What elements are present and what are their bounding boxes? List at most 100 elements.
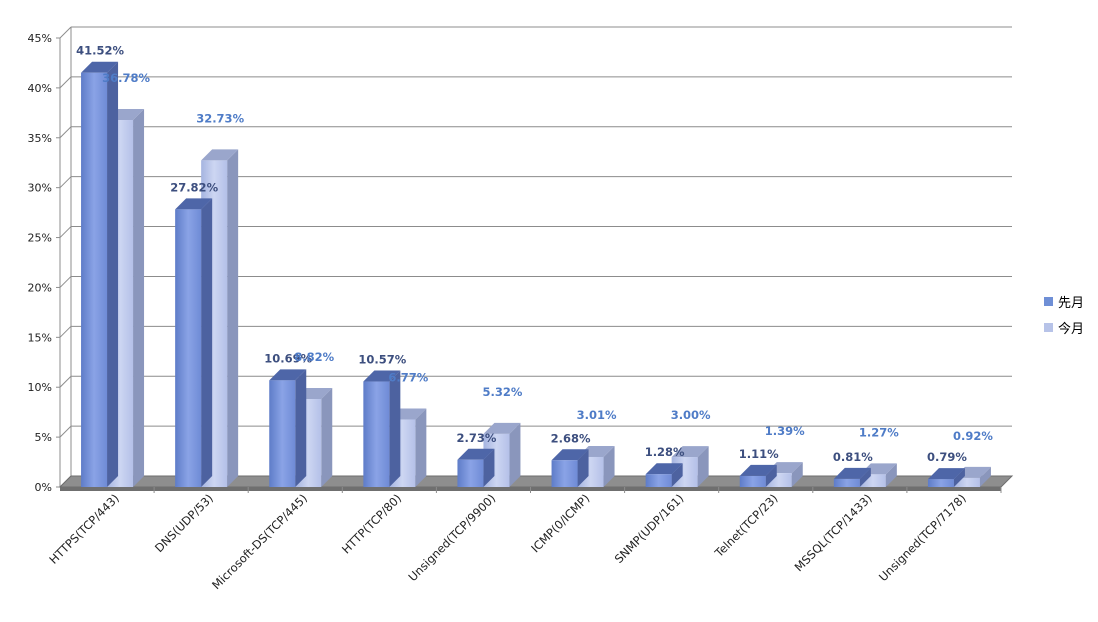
chart-legend: 先月 今月 xyxy=(1044,288,1084,340)
bar-0-1 xyxy=(175,198,213,488)
bar-top xyxy=(927,468,965,480)
x-tick-label: Telnet(TCP/23) xyxy=(711,491,780,560)
bar-side xyxy=(389,370,401,487)
data-label: 0.79% xyxy=(927,450,967,464)
bar-side xyxy=(295,369,307,487)
data-label: 36.78% xyxy=(102,71,150,85)
y-tick-label: 30% xyxy=(28,182,52,195)
y-tick-label: 45% xyxy=(28,32,52,45)
gridline-depth xyxy=(59,276,72,288)
bar-front xyxy=(739,475,766,487)
bar-top xyxy=(551,449,589,461)
bar-top xyxy=(363,370,401,382)
data-label: 10.69% xyxy=(264,351,312,365)
data-label: 1.11% xyxy=(739,447,779,461)
gridline-depth xyxy=(59,76,72,89)
data-label: 8.82% xyxy=(294,350,334,364)
y-tick-label: 20% xyxy=(28,281,52,294)
bar-side xyxy=(227,149,239,487)
bars-layer xyxy=(81,61,991,488)
bar-front xyxy=(833,478,860,487)
bar-front xyxy=(175,209,202,488)
data-label: 1.28% xyxy=(645,445,685,459)
gridline-depth xyxy=(59,226,72,238)
bar-front xyxy=(363,381,390,487)
y-tick-label: 40% xyxy=(28,82,52,95)
gridline-depth xyxy=(59,126,72,139)
data-label: 3.00% xyxy=(671,408,711,422)
bar-side xyxy=(697,446,709,487)
x-tick-label: ICMP(0/ICMP) xyxy=(528,491,592,555)
bar-top xyxy=(457,448,495,460)
bar-0-6 xyxy=(645,463,683,487)
bar-0-9 xyxy=(927,468,965,487)
legend-item-series-0: 先月 xyxy=(1044,288,1084,314)
y-tick-label: 10% xyxy=(28,381,52,394)
gridline-depth xyxy=(59,176,72,189)
bar-side xyxy=(107,61,119,488)
x-tick-label: SNMP(UDP/161) xyxy=(612,491,687,566)
bar-side xyxy=(859,467,871,487)
y-tick-label: 35% xyxy=(28,132,52,145)
bar-front xyxy=(269,380,296,487)
x-tick-label: Unsigned(TCP/7178) xyxy=(876,491,969,584)
data-label: 27.82% xyxy=(170,180,218,194)
gridline-depth xyxy=(59,325,72,338)
data-label: 2.68% xyxy=(551,431,591,445)
data-label: 0.92% xyxy=(953,429,993,443)
data-label: 10.57% xyxy=(358,353,406,367)
bar-top xyxy=(81,61,119,73)
gridline-depth xyxy=(59,26,72,39)
bar-top xyxy=(175,198,213,210)
legend-swatch-series-1 xyxy=(1044,322,1053,332)
data-label: 2.73% xyxy=(456,431,496,445)
bar-top xyxy=(833,467,871,479)
gridline-depth xyxy=(59,425,72,438)
x-tick-label: Unsigned(TCP/9900) xyxy=(405,491,498,584)
x-tick-label: HTTP(TCP/80) xyxy=(339,491,404,556)
bar-0-0 xyxy=(81,61,119,488)
legend-item-series-1: 今月 xyxy=(1044,314,1084,340)
bar-0-4 xyxy=(457,448,495,487)
x-tick-label: HTTPS(TCP/443) xyxy=(46,491,122,567)
bar-side xyxy=(133,109,145,487)
data-label: 41.52% xyxy=(76,44,124,58)
bar-side xyxy=(885,463,897,487)
bar-top xyxy=(645,463,683,475)
data-label: 6.77% xyxy=(388,370,428,384)
bar-side xyxy=(201,198,213,488)
bar-side xyxy=(483,448,495,487)
bar-side xyxy=(765,464,777,487)
bar-top xyxy=(269,369,307,381)
legend-label-series-0: 先月 xyxy=(1058,295,1085,311)
bar-side xyxy=(415,408,427,487)
y-tick-label: 25% xyxy=(28,232,52,245)
gridline-depth xyxy=(59,375,72,388)
bar-0-7 xyxy=(739,464,777,487)
x-tick-label: DNS(UDP/53) xyxy=(152,491,216,555)
y-tick-label: 15% xyxy=(28,331,52,344)
bar-0-2 xyxy=(269,369,307,487)
bar-side xyxy=(953,468,965,487)
bar-0-3 xyxy=(363,370,401,487)
data-label: 32.73% xyxy=(196,111,244,125)
bar-side xyxy=(979,466,991,487)
bar-side xyxy=(603,445,615,487)
bar-front xyxy=(551,460,578,487)
x-tick-label: MSSQL(TCP/1433) xyxy=(792,491,875,574)
y-tick-label: 0% xyxy=(35,481,52,494)
bar-top xyxy=(483,422,521,434)
bar-side xyxy=(577,449,589,487)
bar-0-5 xyxy=(551,449,589,487)
bar-top xyxy=(671,446,709,458)
bar-side xyxy=(321,387,333,487)
legend-label-series-1: 今月 xyxy=(1058,321,1085,337)
bar-front xyxy=(457,459,484,487)
data-label: 0.81% xyxy=(833,450,873,464)
bar-top xyxy=(201,149,239,161)
bar-front xyxy=(645,474,672,487)
data-label: 1.27% xyxy=(859,425,899,439)
bar-top xyxy=(739,464,777,476)
